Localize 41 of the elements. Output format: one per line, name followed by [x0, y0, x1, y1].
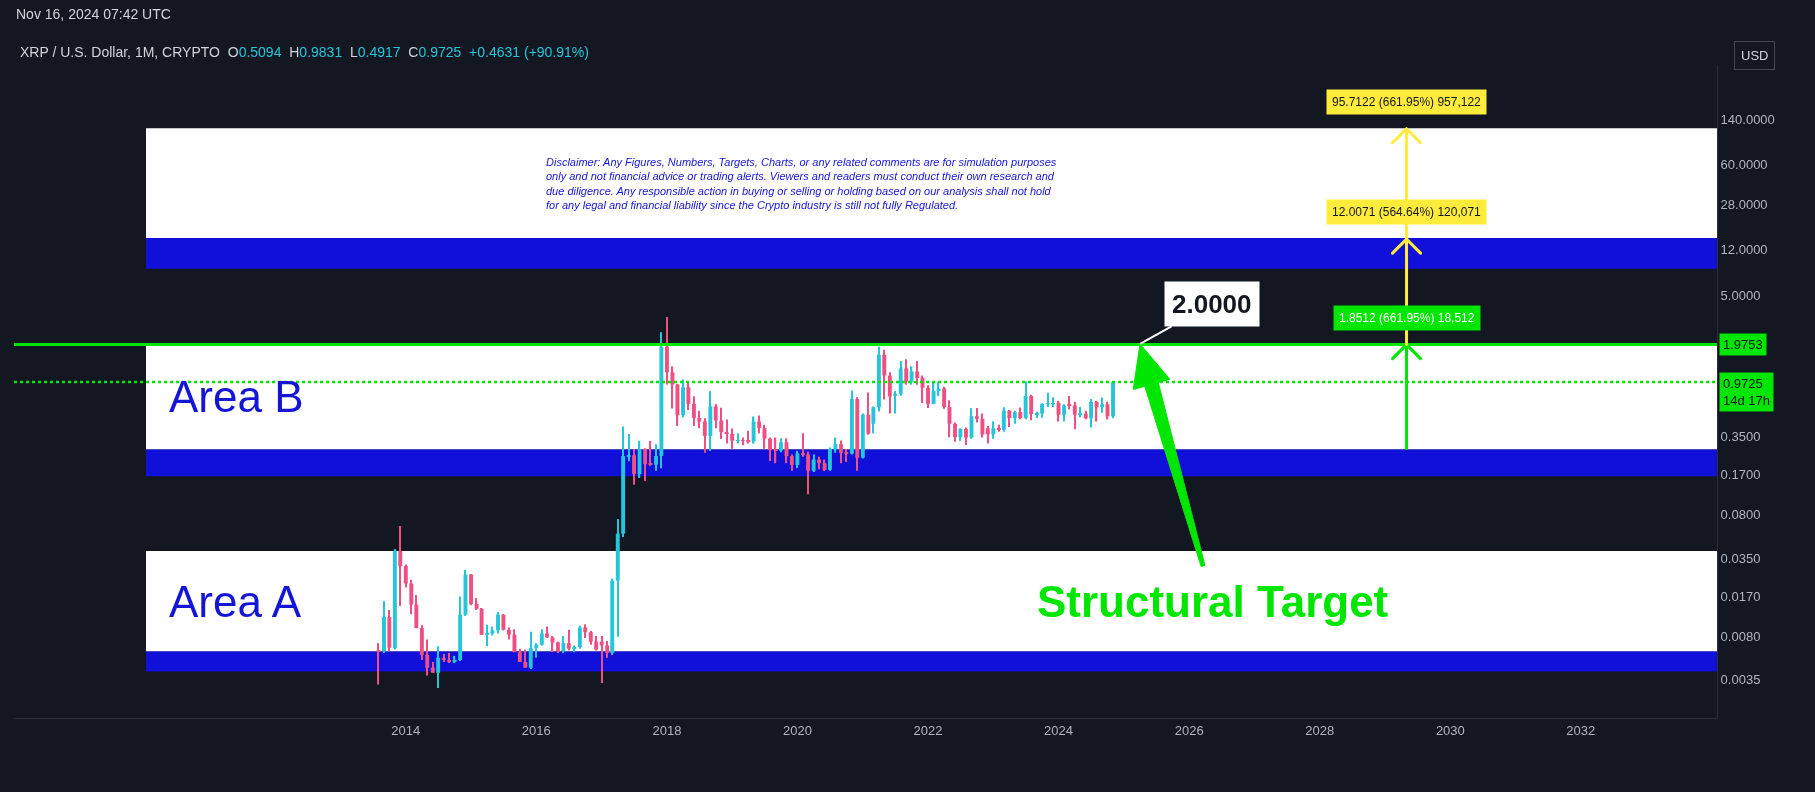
annotation: Structural Target: [1037, 577, 1389, 626]
annotation: 2.0000: [1172, 289, 1252, 319]
text: USD: [1741, 48, 1769, 63]
x-tick-label: 2022: [913, 722, 943, 738]
x-tick-label: 2024: [1044, 722, 1073, 738]
candlestick: [724, 419, 729, 444]
y-tick-label: 0.0800: [1720, 506, 1761, 522]
x-tick-label: 2032: [1566, 722, 1596, 738]
annotation: 12.0071 (564.64%) 120,071: [1332, 205, 1482, 219]
y-tick-label: 0.3500: [1720, 428, 1761, 444]
x-tick-label: 2016: [521, 722, 551, 738]
x-tick-label: 2018: [652, 722, 682, 738]
band-label: Area B: [169, 372, 304, 421]
candlestick: [735, 433, 740, 444]
y-tick-label: 12.0000: [1720, 241, 1768, 257]
chart-title: XRP / U.S. Dollar, 1M, CRYPTO O0.5094 H0.9831 L0.4917 C0.9725 +0.4631 (+90.91%): [20, 43, 589, 60]
band-label: Area A: [169, 577, 302, 626]
y-tick-label: 0.1700: [1720, 466, 1761, 482]
y-tick-label: 0.0080: [1720, 628, 1761, 644]
candlestick: [626, 433, 631, 462]
x-tick-label: 2030: [1435, 722, 1465, 738]
y-tick-label: 0.0035: [1720, 672, 1761, 688]
band-label: Disclaimer: Any Figures, Numbers, Targets, Charts, or any related comments are for simulation purposes only and not financial advice or trading alerts. Viewers and readers must conduct their own research and due diligence. Any responsible action in buying or selling or holding based on our analysis shall not hold for any legal and financial liability since the Crypto industry is still not fully Regulated.: [546, 156, 1057, 211]
y-tick-label: 28.0000: [1720, 196, 1768, 212]
x-tick-label: 2028: [1305, 722, 1335, 738]
candlestick: [800, 433, 805, 457]
y-tick-label: 60.0000: [1720, 156, 1768, 172]
x-tick-label: 2026: [1174, 722, 1204, 738]
annotation: 1.8512 (661.95%) 18,512: [1339, 311, 1475, 325]
y-tick-label: 140.0000: [1720, 111, 1775, 127]
ref-line-label: 0.9725 14d 17h: [1723, 376, 1770, 408]
y-tick-label: 5.0000: [1720, 288, 1761, 304]
x-tick-label: 2014: [391, 722, 421, 738]
text: Nov 16, 2024 07:42 UTC: [16, 6, 171, 22]
annotation: 95.7122 (661.95%) 957,122: [1332, 95, 1482, 109]
ref-line-label: 1.9753: [1723, 337, 1763, 352]
y-tick-label: 0.0170: [1720, 588, 1761, 604]
candlestick: [893, 390, 898, 414]
candlestick: [376, 643, 381, 685]
y-tick-label: 0.0350: [1720, 550, 1761, 566]
x-tick-label: 2020: [782, 722, 812, 738]
